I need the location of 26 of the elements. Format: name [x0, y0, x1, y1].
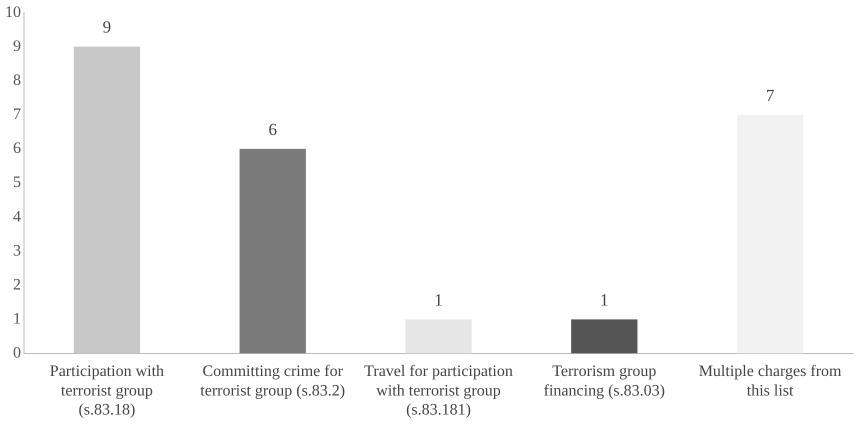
x-tick-label: Terrorism group financing (s.83.03): [544, 363, 665, 400]
x-tick-label: Travel for participation with terrorist group (s.83.181): [364, 363, 513, 419]
data-label: 1: [434, 290, 443, 310]
y-tick-label: 9: [13, 38, 21, 55]
y-tick-label: 10: [5, 4, 21, 21]
bar: [571, 319, 638, 354]
data-label: 1: [600, 290, 609, 310]
y-tick-label: 5: [13, 174, 21, 192]
data-label: 6: [268, 120, 277, 139]
bar: [405, 319, 472, 354]
y-tick-label: 0: [13, 344, 21, 362]
y-tick-label: 6: [13, 140, 21, 158]
data-label: 7: [766, 86, 775, 105]
y-tick-label: 1: [13, 310, 21, 328]
bar: [240, 148, 306, 354]
x-tick-label: Participation with terrorist group (s.83.18): [50, 363, 164, 419]
bar: [736, 114, 804, 354]
y-tick-label: 2: [13, 276, 21, 294]
data-label: 9: [102, 18, 112, 37]
y-tick-label: 4: [13, 208, 21, 226]
y-tick-label: 7: [13, 106, 21, 124]
bar: [74, 46, 140, 354]
x-tick-label: Committing crime for terrorist group (s.83.2): [200, 363, 346, 400]
x-tick-label: Multiple charges from this list: [698, 363, 842, 400]
y-tick-label: 3: [13, 242, 21, 260]
y-tick-label: 8: [13, 72, 21, 89]
